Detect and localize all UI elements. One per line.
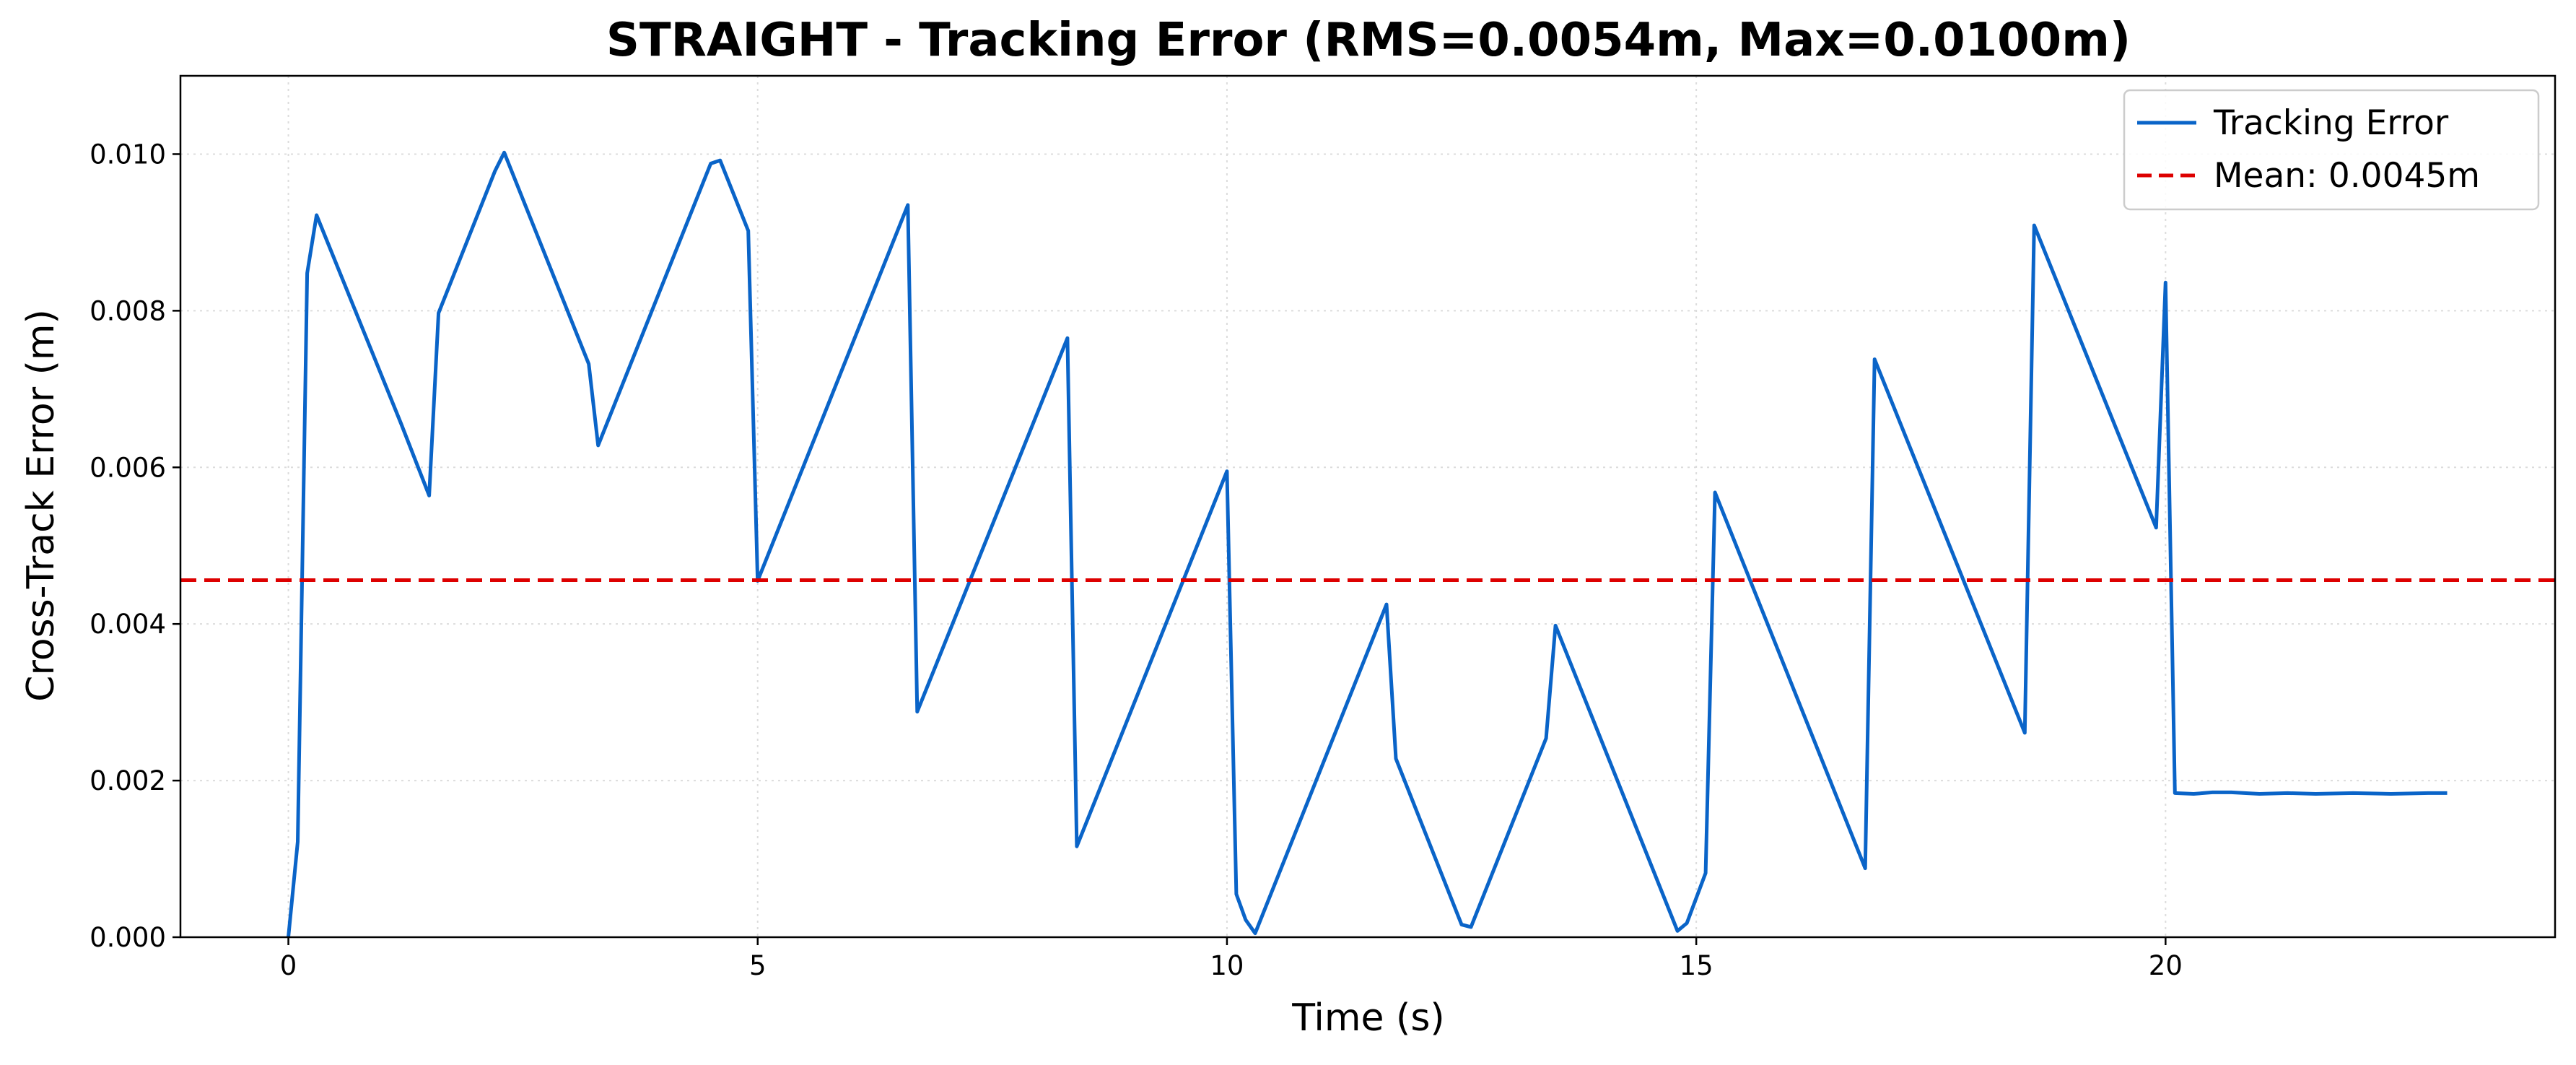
legend-entry: Mean: 0.0045m [2214, 156, 2480, 196]
x-tick-label: 5 [749, 950, 767, 981]
y-tick-label: 0.000 [89, 922, 166, 953]
x-tick-label: 20 [2149, 950, 2183, 981]
x-axis-label: Time (s) [1291, 996, 1444, 1040]
legend-box [2123, 89, 2540, 211]
plot-area [180, 150, 2555, 938]
plot-frame [179, 74, 2557, 939]
x-tick-label: 0 [280, 950, 297, 981]
y-axis-label: Cross-Track Error (m) [19, 309, 63, 702]
tracking-error-line [287, 150, 2448, 938]
legend: Tracking Error Mean: 0.0045m [2123, 89, 2540, 211]
axes: 0 5 10 15 20 0.000 0.002 0.004 0.006 0.008 0.010 [89, 74, 2557, 981]
y-tick-label: 0.004 [89, 609, 166, 640]
x-tick-label: 10 [1210, 950, 1244, 981]
y-tick-label: 0.010 [89, 139, 166, 170]
x-tick-label: 15 [1680, 950, 1713, 981]
chart-title: STRAIGHT - Tracking Error (RMS=0.0054m, … [606, 14, 2131, 67]
legend-entry: Tracking Error [2213, 103, 2449, 143]
y-tick-label: 0.008 [89, 295, 166, 326]
y-tick-label: 0.006 [89, 452, 166, 483]
y-tick-label: 0.002 [89, 765, 166, 796]
